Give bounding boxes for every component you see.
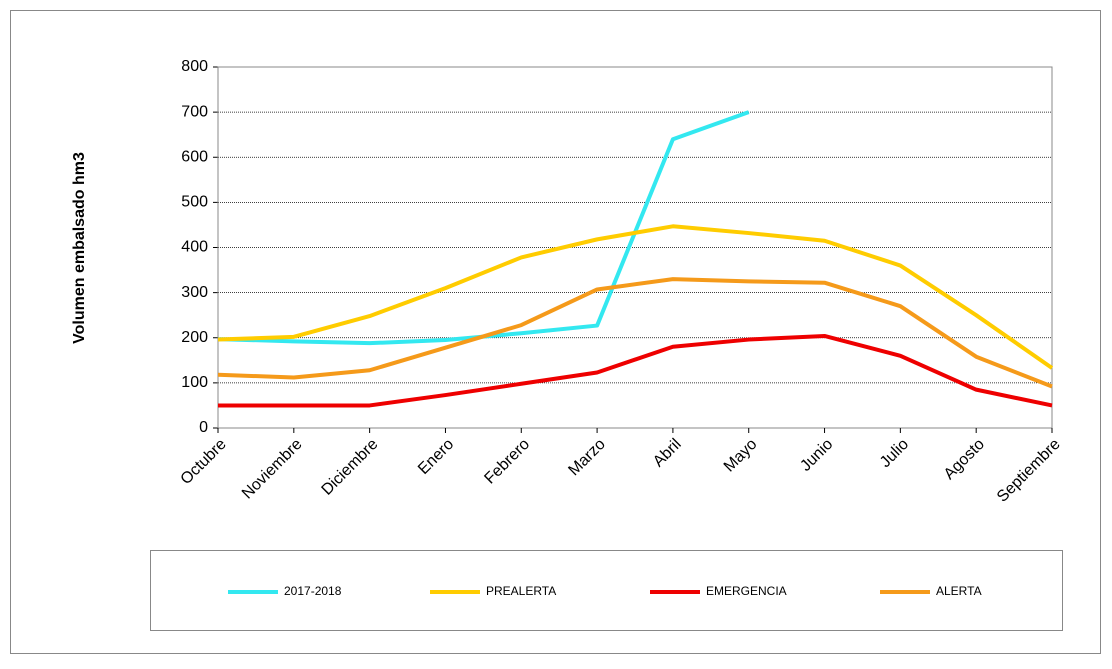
x-tick-label: Julio bbox=[877, 436, 912, 471]
plot-area bbox=[217, 66, 1053, 429]
y-tick-label: 400 bbox=[181, 239, 208, 256]
legend-label: ALERTA bbox=[936, 584, 982, 598]
x-tick-label: Diciembre bbox=[319, 436, 382, 499]
x-tick-label: Enero bbox=[415, 436, 457, 478]
y-tick-label: 200 bbox=[181, 329, 208, 346]
x-tick-label: Mayo bbox=[721, 436, 761, 476]
x-tick-label: Noviembre bbox=[239, 436, 306, 503]
series-line bbox=[217, 277, 1053, 389]
y-tick-label: 100 bbox=[181, 374, 208, 391]
y-tick-label: 700 bbox=[181, 103, 208, 120]
legend-box bbox=[150, 550, 1063, 631]
y-tick-label: 800 bbox=[181, 58, 208, 75]
x-tick-label: Junio bbox=[797, 436, 836, 475]
y-tick-label: 300 bbox=[181, 284, 208, 301]
chart-frame bbox=[10, 10, 1101, 654]
y-tick-label: 600 bbox=[181, 148, 208, 165]
legend-label: PREALERTA bbox=[486, 584, 556, 598]
x-tick-label: Febrero bbox=[481, 436, 533, 488]
x-tick-label: Marzo bbox=[565, 436, 609, 480]
series-line bbox=[217, 224, 1054, 370]
x-tick-label: Agosto bbox=[941, 436, 988, 483]
y-axis-label: Volumen embalsado hm3 bbox=[71, 152, 88, 344]
y-tick-label: 0 bbox=[199, 419, 208, 436]
legend-label: 2017-2018 bbox=[284, 584, 342, 598]
y-tick-label: 500 bbox=[181, 194, 208, 211]
x-tick-label: Abril bbox=[650, 436, 685, 471]
x-tick-label: Septiembre bbox=[994, 436, 1064, 506]
series-line bbox=[218, 333, 1053, 408]
x-tick-label: Octubre bbox=[178, 436, 230, 488]
legend-label: EMERGENCIA bbox=[706, 584, 787, 598]
